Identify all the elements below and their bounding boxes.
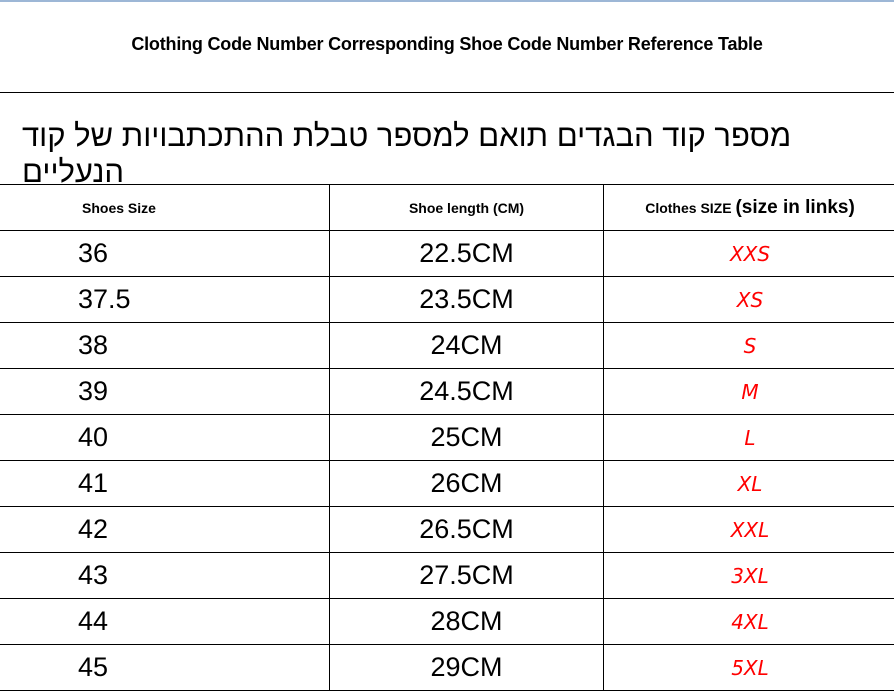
header-shoes-size: Shoes Size [0,185,330,231]
hebrew-title: מספר קוד הבגדים תואם למספר טבלת ההתכתבוי… [22,118,862,190]
shoe-size-cell: 41 [0,461,330,507]
clothes-size-cell: 5XL [604,645,894,691]
shoe-size-cell: 42 [0,507,330,553]
shoe-size-cell: 40 [0,415,330,461]
divider [0,92,894,93]
header-clothes-size-note: (size in links) [735,197,854,218]
shoe-length-cell: 24CM [330,323,604,369]
shoe-length-cell: 29CM [330,645,604,691]
shoe-length-cell: 25CM [330,415,604,461]
clothes-size-cell: M [604,369,894,415]
shoe-size-cell: 36 [0,231,330,277]
table-header-row: Shoes Size Shoe length (CM) Clothes SIZE… [0,185,894,231]
shoe-length-cell: 23.5CM [330,277,604,323]
shoe-size-cell: 44 [0,599,330,645]
shoe-length-cell: 24.5CM [330,369,604,415]
clothes-size-cell: L [604,415,894,461]
clothes-size-cell: XL [604,461,894,507]
clothes-size-cell: XXS [604,231,894,277]
shoe-size-cell: 38 [0,323,330,369]
size-table: Shoes Size Shoe length (CM) Clothes SIZE… [0,184,894,691]
clothes-size-cell: S [604,323,894,369]
shoe-length-cell: 28CM [330,599,604,645]
clothes-size-cell: 3XL [604,553,894,599]
shoe-size-cell: 39 [0,369,330,415]
shoe-size-cell: 43 [0,553,330,599]
header-clothes-size: Clothes SIZE (size in links) [604,185,894,231]
clothes-size-cell: XS [604,277,894,323]
shoe-length-cell: 22.5CM [330,231,604,277]
shoe-size-cell: 37.5 [0,277,330,323]
shoe-length-cell: 27.5CM [330,553,604,599]
shoe-length-cell: 26.5CM [330,507,604,553]
clothes-size-cell: XXL [604,507,894,553]
shoe-length-cell: 26CM [330,461,604,507]
clothes-size-cell: 4XL [604,599,894,645]
top-border [0,0,894,2]
hebrew-title-text: מספר קוד הבגדים תואם למספר טבלת ההתכתבוי… [22,118,862,190]
page-title: Clothing Code Number Corresponding Shoe … [0,34,894,55]
shoe-size-cell: 45 [0,645,330,691]
header-shoe-length: Shoe length (CM) [330,185,604,231]
header-clothes-size-label: Clothes SIZE [645,200,731,216]
